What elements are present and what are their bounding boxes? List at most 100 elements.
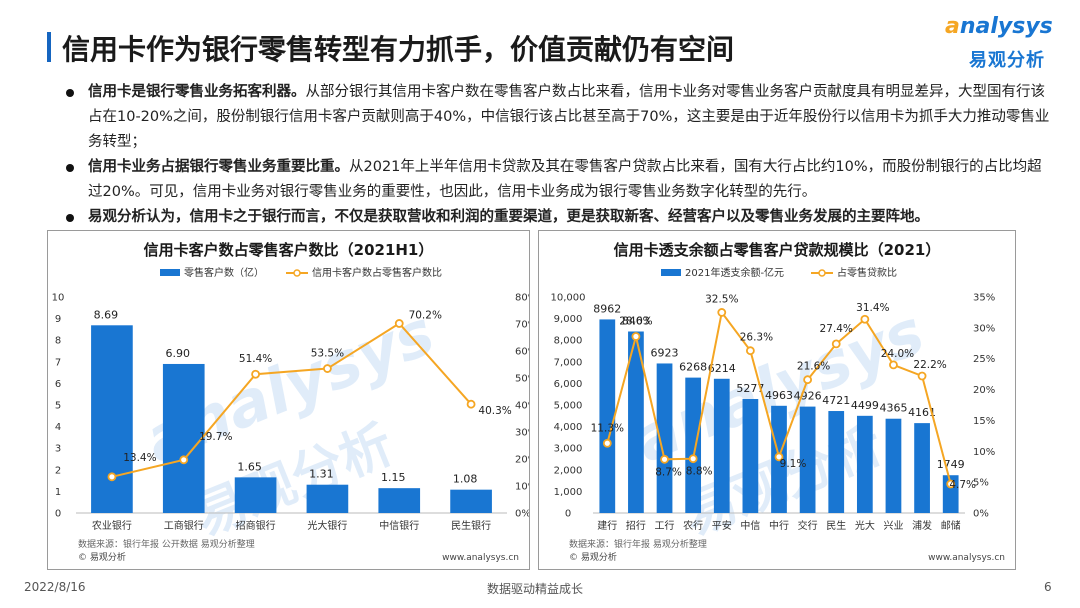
x-axis-labels: 建行 招行 工行 农行 平安 中信 中行 交行 民生 光大 兴业 浦发 邮储: [597, 519, 960, 532]
line-point: [251, 369, 260, 379]
x-tick-label: 农业银行: [92, 519, 132, 532]
chart-svg: analysys易观分析信用卡客户数占零售客户数比（2021H1）零售客户数（亿…: [52, 241, 529, 563]
x-tick-label: 工行: [655, 519, 675, 532]
y-axis-right: 0% 10% 20% 30% 40% 50% 60% 70% 80%: [515, 293, 529, 520]
bar: [91, 325, 133, 513]
line-value-label: 9.1%: [780, 458, 807, 470]
line-point: [660, 454, 669, 464]
y-tick-left: 5,000: [554, 401, 583, 412]
y-tick-left: 3: [55, 444, 61, 455]
bar: [885, 418, 902, 513]
y-tick-left: 10: [52, 293, 65, 304]
y-tick-left: 9,000: [554, 314, 583, 325]
y-tick-left: 10,000: [551, 293, 586, 304]
y-tick-right: 10%: [515, 482, 529, 493]
bar-value-label: 4721: [822, 394, 850, 407]
legend-swatch-marker: [293, 269, 301, 277]
line-point: [107, 472, 117, 482]
y-tick-left: 4,000: [554, 422, 583, 433]
chart-source: 数据来源：银行年报 公开数据 易观分析整理: [78, 538, 255, 550]
y-tick-left: 6,000: [554, 379, 583, 390]
bar: [628, 331, 644, 513]
x-tick-label: 光大银行: [307, 519, 347, 532]
bullet-item: 信用卡业务占据银行零售业务重要比重。从2021年上半年信用卡贷款及其在零售客户贷…: [64, 155, 1054, 205]
y-tick-right: 5%: [973, 478, 989, 489]
chart-svg: analysys易观分析信用卡透支余额占零售客户贷款规模比（2021）2021年…: [551, 241, 1006, 563]
logo-chinese: 易观分析: [969, 50, 1045, 71]
line-point: [745, 346, 755, 356]
y-tick-left: 0: [565, 509, 571, 520]
bar-value-label: 6.90: [166, 347, 191, 360]
bar: [828, 411, 845, 513]
x-tick-label: 中信银行: [379, 519, 419, 532]
y-tick-left: 1,000: [554, 487, 583, 498]
x-tick-label: 浦发: [912, 519, 932, 532]
bar: [856, 415, 873, 513]
y-tick-left: 4: [55, 422, 61, 433]
y-axis-left: 0 1 2 3 4 5 6 7 8 9 10: [52, 293, 65, 520]
x-tick-label: 兴业: [883, 520, 903, 532]
y-tick-right: 40%: [515, 401, 529, 412]
line-point: [889, 360, 898, 370]
bar-value-label: 8403: [622, 314, 650, 327]
bar: [914, 423, 930, 513]
legend-label-bar: 2021年透支余额-亿元: [685, 266, 784, 279]
line-point: [946, 479, 956, 489]
line-point: [717, 308, 727, 317]
bar: [742, 399, 759, 513]
x-tick-label: 工商银行: [164, 519, 204, 532]
chart-credit-card-customers: analysys 易观分析 信用卡客户数占零售客户数比（2021H1） 零售客户数（亿…: [47, 230, 530, 570]
y-tick-left: 6: [55, 379, 61, 390]
line-value-label: 40.3%: [478, 405, 511, 417]
line-value-label: 4.7%: [949, 479, 976, 491]
line-point: [179, 455, 189, 465]
bar-value-label: 4926: [794, 390, 822, 403]
y-tick-right: 60%: [515, 347, 529, 358]
footer-date: 2022/8/16: [24, 580, 86, 594]
line-value-label: 70.2%: [409, 309, 442, 321]
x-tick-label: 邮储: [941, 519, 961, 532]
bar-value-label: 8.69: [94, 308, 119, 321]
chart-title: 信用卡客户数占零售客户数比（2021H1）: [144, 241, 434, 259]
bar: [599, 319, 616, 513]
y-tick-right: 20%: [973, 385, 995, 396]
y-tick-right: 50%: [515, 374, 529, 385]
bar: [378, 488, 421, 513]
line-point: [631, 332, 641, 341]
line-point: [602, 438, 612, 448]
line-point: [917, 371, 927, 381]
bar: [713, 378, 730, 513]
y-tick-right: 35%: [973, 293, 995, 304]
chart-credit-card-balance: analysys易观分析信用卡透支余额占零售客户贷款规模比（2021）2021年…: [538, 230, 1016, 570]
y-tick-left: 2: [55, 465, 61, 476]
bar: [306, 484, 349, 513]
bar: [799, 406, 816, 513]
legend-swatch-marker: [818, 269, 826, 277]
y-tick-right: 30%: [515, 428, 529, 439]
page-title: 信用卡作为银行零售转型有力抓手，价值贡献仍有空间: [62, 33, 735, 66]
bar-value-label: 1.65: [237, 460, 261, 473]
bar: [656, 363, 673, 513]
bar-value-label: 4365: [879, 402, 907, 415]
line-value-label: 27.4%: [820, 323, 853, 335]
chart-source: 数据来源：银行年报 易观分析整理: [569, 538, 707, 550]
y-tick-right: 30%: [973, 323, 995, 334]
chart-legend: 零售客户数（亿） 信用卡客户数占零售客户数比: [160, 266, 442, 279]
y-tick-left: 8,000: [554, 336, 583, 347]
y-axis-left: 0 1,000 2,000 3,000 4,000 5,000 6,000 7,000 8,00…: [551, 293, 586, 520]
bar-series: 8.69 6.90 1.65 1.31 1.15 1.08: [91, 308, 492, 513]
y-tick-left: 7: [55, 357, 61, 368]
legend-swatch-bar: [160, 269, 180, 276]
y-tick-left: 7,000: [554, 357, 583, 368]
x-tick-label: 民生银行: [451, 519, 491, 532]
x-tick-label: 招商银行: [236, 519, 276, 532]
line-value-label: 8.7%: [655, 466, 682, 478]
line-point: [394, 319, 404, 328]
y-tick-right: 20%: [515, 455, 529, 466]
bar-value-label: 8962: [593, 302, 621, 315]
y-tick-left: 8: [55, 336, 61, 347]
logo-english: analysys: [945, 14, 1053, 39]
chart-copyright: © 易观分析: [78, 551, 126, 563]
line-point: [803, 375, 813, 385]
